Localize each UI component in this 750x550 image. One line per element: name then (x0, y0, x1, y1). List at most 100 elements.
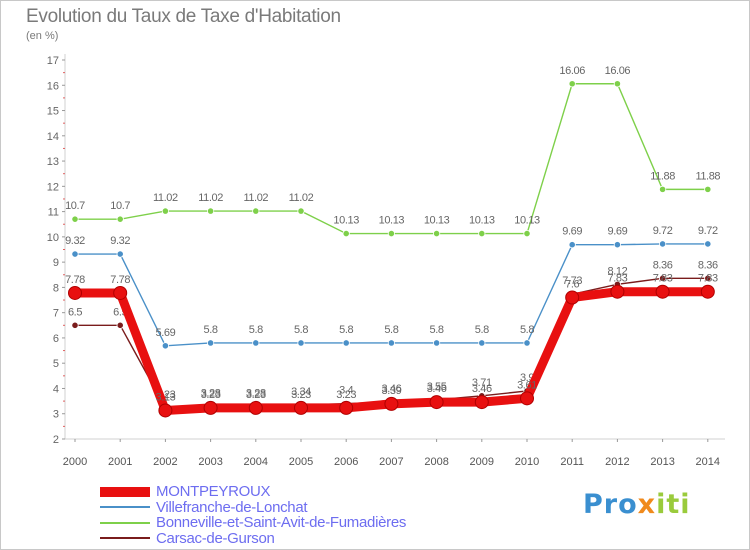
data-point (207, 339, 215, 347)
data-label: 3.46 (472, 383, 492, 395)
legend-item-villefranche: Villefranche-de-Lonchat (100, 498, 406, 516)
legend-swatch-carsac (100, 537, 150, 540)
data-point (248, 400, 263, 415)
data-label: 11.02 (198, 192, 223, 204)
y-tick-label: 11 (48, 207, 59, 219)
data-point (429, 395, 444, 410)
data-point (432, 339, 441, 347)
data-label: 7.6 (565, 279, 579, 291)
y-tick-label: 2 (53, 434, 59, 446)
data-label: 10.7 (110, 200, 130, 212)
data-point (520, 391, 534, 406)
x-tick-label: 2006 (334, 456, 358, 468)
data-point (704, 185, 712, 193)
x-tick-label: 2012 (605, 456, 629, 468)
data-point (655, 284, 670, 299)
chart-subtitle: (en %) (26, 30, 59, 42)
data-label: 11.02 (243, 192, 268, 204)
data-point (384, 396, 399, 411)
data-point (252, 339, 260, 347)
chart-title: Evolution du Taux de Taxe d'Habitation (26, 6, 341, 27)
data-point (342, 229, 350, 238)
y-tick-label: 4 (53, 383, 59, 395)
data-label: 9.72 (653, 225, 673, 237)
legend-item-montpeyroux: MONTPEYROUX (100, 483, 406, 501)
y-tick-label: 14 (47, 131, 59, 143)
data-point (704, 274, 712, 282)
data-label: 9.69 (607, 226, 627, 238)
data-label: 5.69 (155, 327, 175, 339)
data-point (116, 250, 124, 258)
data-point (207, 207, 215, 215)
data-label: 9.69 (562, 226, 582, 238)
x-tick-label: 2014 (696, 456, 720, 468)
legend-swatch-villefranche (100, 506, 150, 509)
chart-legend: MONTPEYROUX Villefranche-de-Lonchat Bonn… (100, 483, 407, 547)
legend-label-montpeyroux: MONTPEYROUX (156, 483, 271, 501)
data-point (613, 241, 622, 249)
data-label: 5.8 (294, 324, 308, 336)
data-label: 7.78 (65, 274, 85, 286)
data-label: 8.12 (607, 265, 627, 277)
data-label: 9.32 (65, 235, 85, 247)
series-line-1 (75, 83, 708, 235)
data-label: 3.23 (246, 389, 266, 401)
data-label: 5.8 (384, 324, 398, 336)
data-label: 3.23 (336, 389, 356, 401)
data-label: 16.06 (605, 65, 631, 77)
data-label: 3.46 (427, 383, 447, 395)
data-label: 3.34 (291, 386, 311, 398)
legend-label-villefranche: Villefranche-de-Lonchat (156, 498, 308, 516)
x-tick-label: 2002 (153, 456, 177, 468)
data-point (71, 321, 79, 329)
data-point (613, 80, 622, 88)
x-tick-label: 2008 (424, 456, 448, 468)
x-tick-label: 2001 (108, 456, 132, 468)
data-label: 7.73 (562, 275, 582, 287)
data-point (704, 240, 712, 248)
data-label: 3.23 (291, 389, 311, 401)
x-tick-label: 2003 (198, 456, 222, 468)
data-point (116, 321, 124, 329)
data-label: 3.28 (201, 388, 221, 400)
data-label: 8.36 (653, 259, 673, 271)
data-point (339, 400, 354, 415)
y-tick-label: 9 (53, 257, 59, 269)
y-tick-label: 6 (53, 333, 59, 345)
x-tick-label: 2004 (244, 456, 268, 468)
legend-swatch-montpeyroux (100, 486, 150, 497)
data-point (658, 240, 667, 248)
data-point (203, 400, 218, 415)
legend-label-bonneville: Bonneville-et-Saint-Avit-de-Fumadières (156, 514, 407, 532)
data-point (478, 229, 486, 238)
data-point (658, 274, 667, 282)
data-label: 5.8 (204, 324, 218, 336)
data-label: 3.28 (246, 388, 266, 400)
data-point (342, 339, 350, 347)
y-tick-label: 5 (53, 358, 59, 370)
x-tick-label: 2009 (470, 456, 494, 468)
legend-item-bonneville: Bonneville-et-Saint-Avit-de-Fumadières (100, 514, 407, 532)
legend-item-carsac: Carsac-de-Gurson (100, 530, 406, 547)
y-tick-label: 8 (53, 282, 59, 294)
data-label: 8.36 (698, 259, 718, 271)
data-label: 10.13 (333, 215, 359, 227)
data-point (568, 241, 576, 249)
data-point (116, 215, 124, 223)
x-tick-label: 2013 (650, 456, 674, 468)
data-point (700, 284, 715, 299)
data-label: 11.88 (650, 170, 675, 182)
y-tick-label: 15 (47, 106, 59, 118)
data-point (478, 339, 486, 347)
y-tick-label: 12 (47, 181, 59, 193)
data-label: 16.06 (559, 65, 585, 77)
data-point (158, 403, 173, 418)
data-label: 7.78 (110, 274, 130, 286)
y-tick-label: 16 (47, 80, 59, 92)
data-point (523, 339, 531, 347)
data-point (252, 207, 260, 215)
proxiti-logo: Proxiti (583, 489, 691, 520)
x-tick-label: 2000 (63, 456, 87, 468)
